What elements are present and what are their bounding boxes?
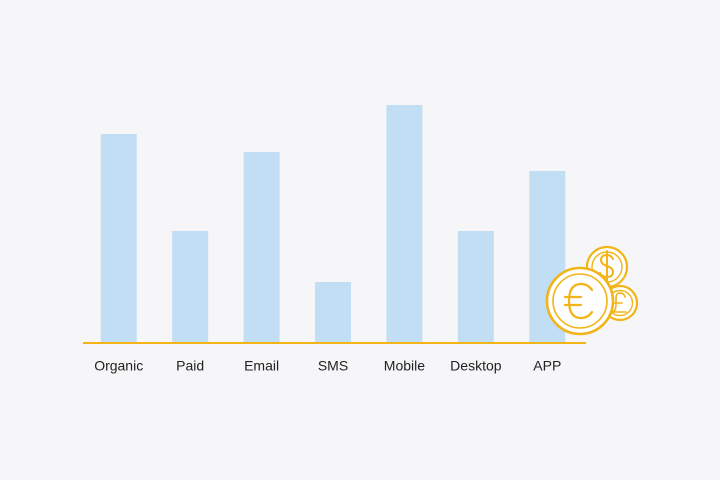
x-tick-label: Email: [244, 358, 279, 374]
bar: [315, 282, 351, 343]
bar: [457, 231, 494, 343]
bar: [386, 105, 423, 343]
dollar-glyph: [599, 250, 614, 284]
bar: [243, 152, 280, 343]
x-tick-label: SMS: [318, 358, 348, 374]
x-tick-label: Paid: [176, 358, 204, 374]
pound-glyph: [612, 292, 627, 313]
bar: [100, 134, 137, 343]
x-tick-label: Organic: [94, 358, 143, 374]
plot: [100, 105, 566, 343]
coins-icon: [545, 245, 639, 336]
euro-coin-rim: [552, 273, 608, 329]
euro-glyph: [563, 282, 594, 320]
x-tick-label: Mobile: [384, 358, 425, 374]
x-tick-label: Desktop: [450, 358, 502, 374]
x-tick-label: APP: [533, 358, 561, 374]
bar: [172, 231, 209, 343]
